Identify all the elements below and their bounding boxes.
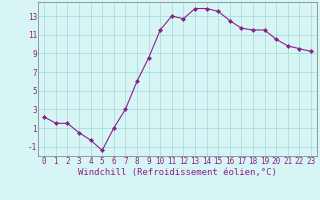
X-axis label: Windchill (Refroidissement éolien,°C): Windchill (Refroidissement éolien,°C) [78, 168, 277, 177]
